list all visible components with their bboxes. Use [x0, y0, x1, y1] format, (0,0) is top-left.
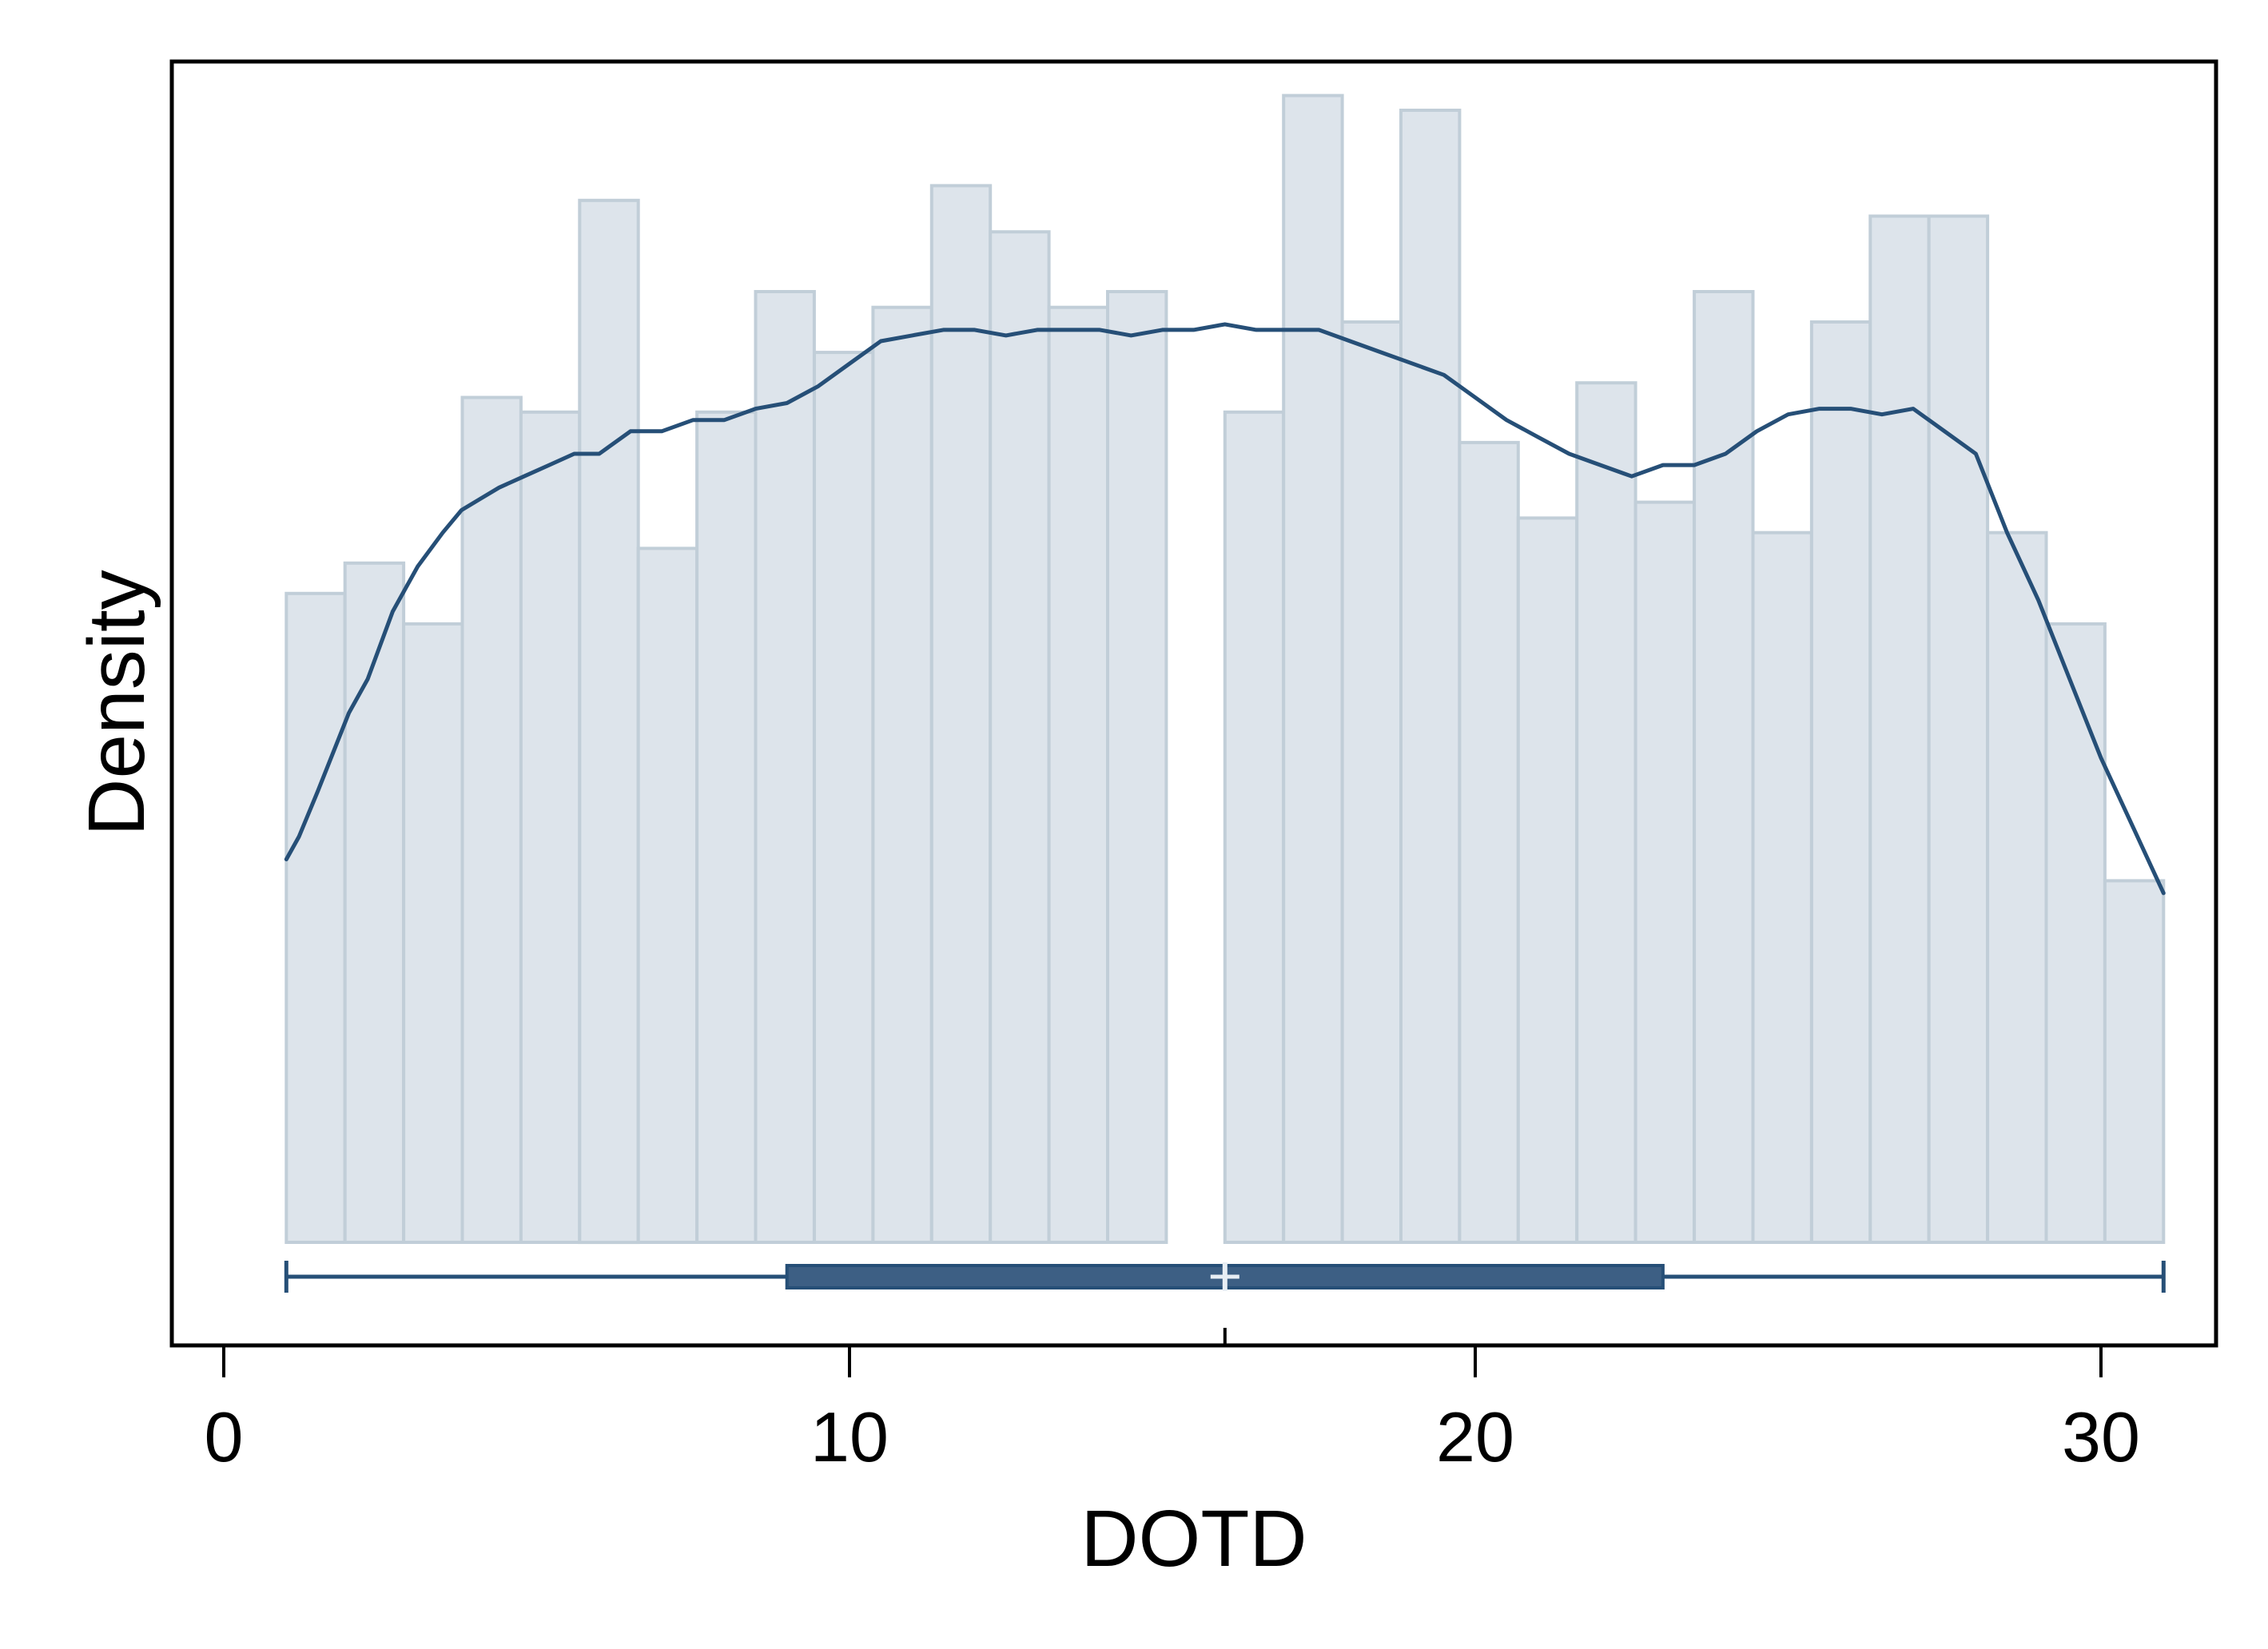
histogram-bar	[871, 305, 933, 1245]
histogram-bar	[1282, 93, 1344, 1245]
histogram-bar	[1399, 109, 1462, 1244]
kde-line	[284, 322, 2166, 896]
kde-layer	[284, 322, 2166, 896]
y-axis-title: Density	[72, 570, 161, 836]
x-axis-title: DOTD	[1080, 1494, 1307, 1583]
histogram-bar	[2044, 622, 2107, 1244]
histogram-bars	[284, 93, 2166, 1245]
histogram-bar	[1927, 214, 1990, 1244]
histogram-bar	[1575, 381, 1637, 1245]
plot-frame	[169, 59, 2218, 1348]
x-tick-label: 20	[1436, 1397, 1514, 1476]
histogram-bar	[636, 546, 699, 1244]
histogram-bar	[1047, 305, 1109, 1245]
histogram-bar	[1868, 214, 1931, 1244]
histogram-bar	[1340, 320, 1403, 1244]
histogram-bar	[1751, 530, 1813, 1244]
histogram-bar	[929, 184, 993, 1244]
histogram-bar	[813, 351, 875, 1245]
histogram-bar	[754, 290, 816, 1244]
histogram-bar	[1693, 290, 1755, 1244]
histogram-bar	[1223, 410, 1286, 1244]
x-axis: 0 10 20 30	[205, 1345, 2140, 1476]
x-tick-label: 0	[205, 1397, 244, 1476]
histogram-bar	[1106, 290, 1168, 1244]
histogram-bar	[695, 410, 758, 1244]
histogram-bar	[1516, 516, 1579, 1244]
histogram-bar	[1809, 320, 1872, 1244]
histogram-bar	[578, 198, 640, 1245]
x-tick-label: 10	[810, 1397, 889, 1476]
histogram-bar	[519, 410, 582, 1244]
x-tick-label: 30	[2062, 1397, 2140, 1476]
histogram-bar	[284, 591, 347, 1244]
histogram-bar	[989, 230, 1051, 1245]
histogram-bar	[460, 395, 523, 1244]
histogram-bar	[343, 561, 406, 1244]
histogram-bar	[1986, 530, 2048, 1244]
histogram-bar	[1633, 500, 1696, 1244]
boxplot	[284, 1261, 2166, 1345]
histogram-bar	[402, 622, 464, 1244]
histogram-bar	[2103, 879, 2166, 1245]
histogram-bar	[1458, 440, 1520, 1244]
